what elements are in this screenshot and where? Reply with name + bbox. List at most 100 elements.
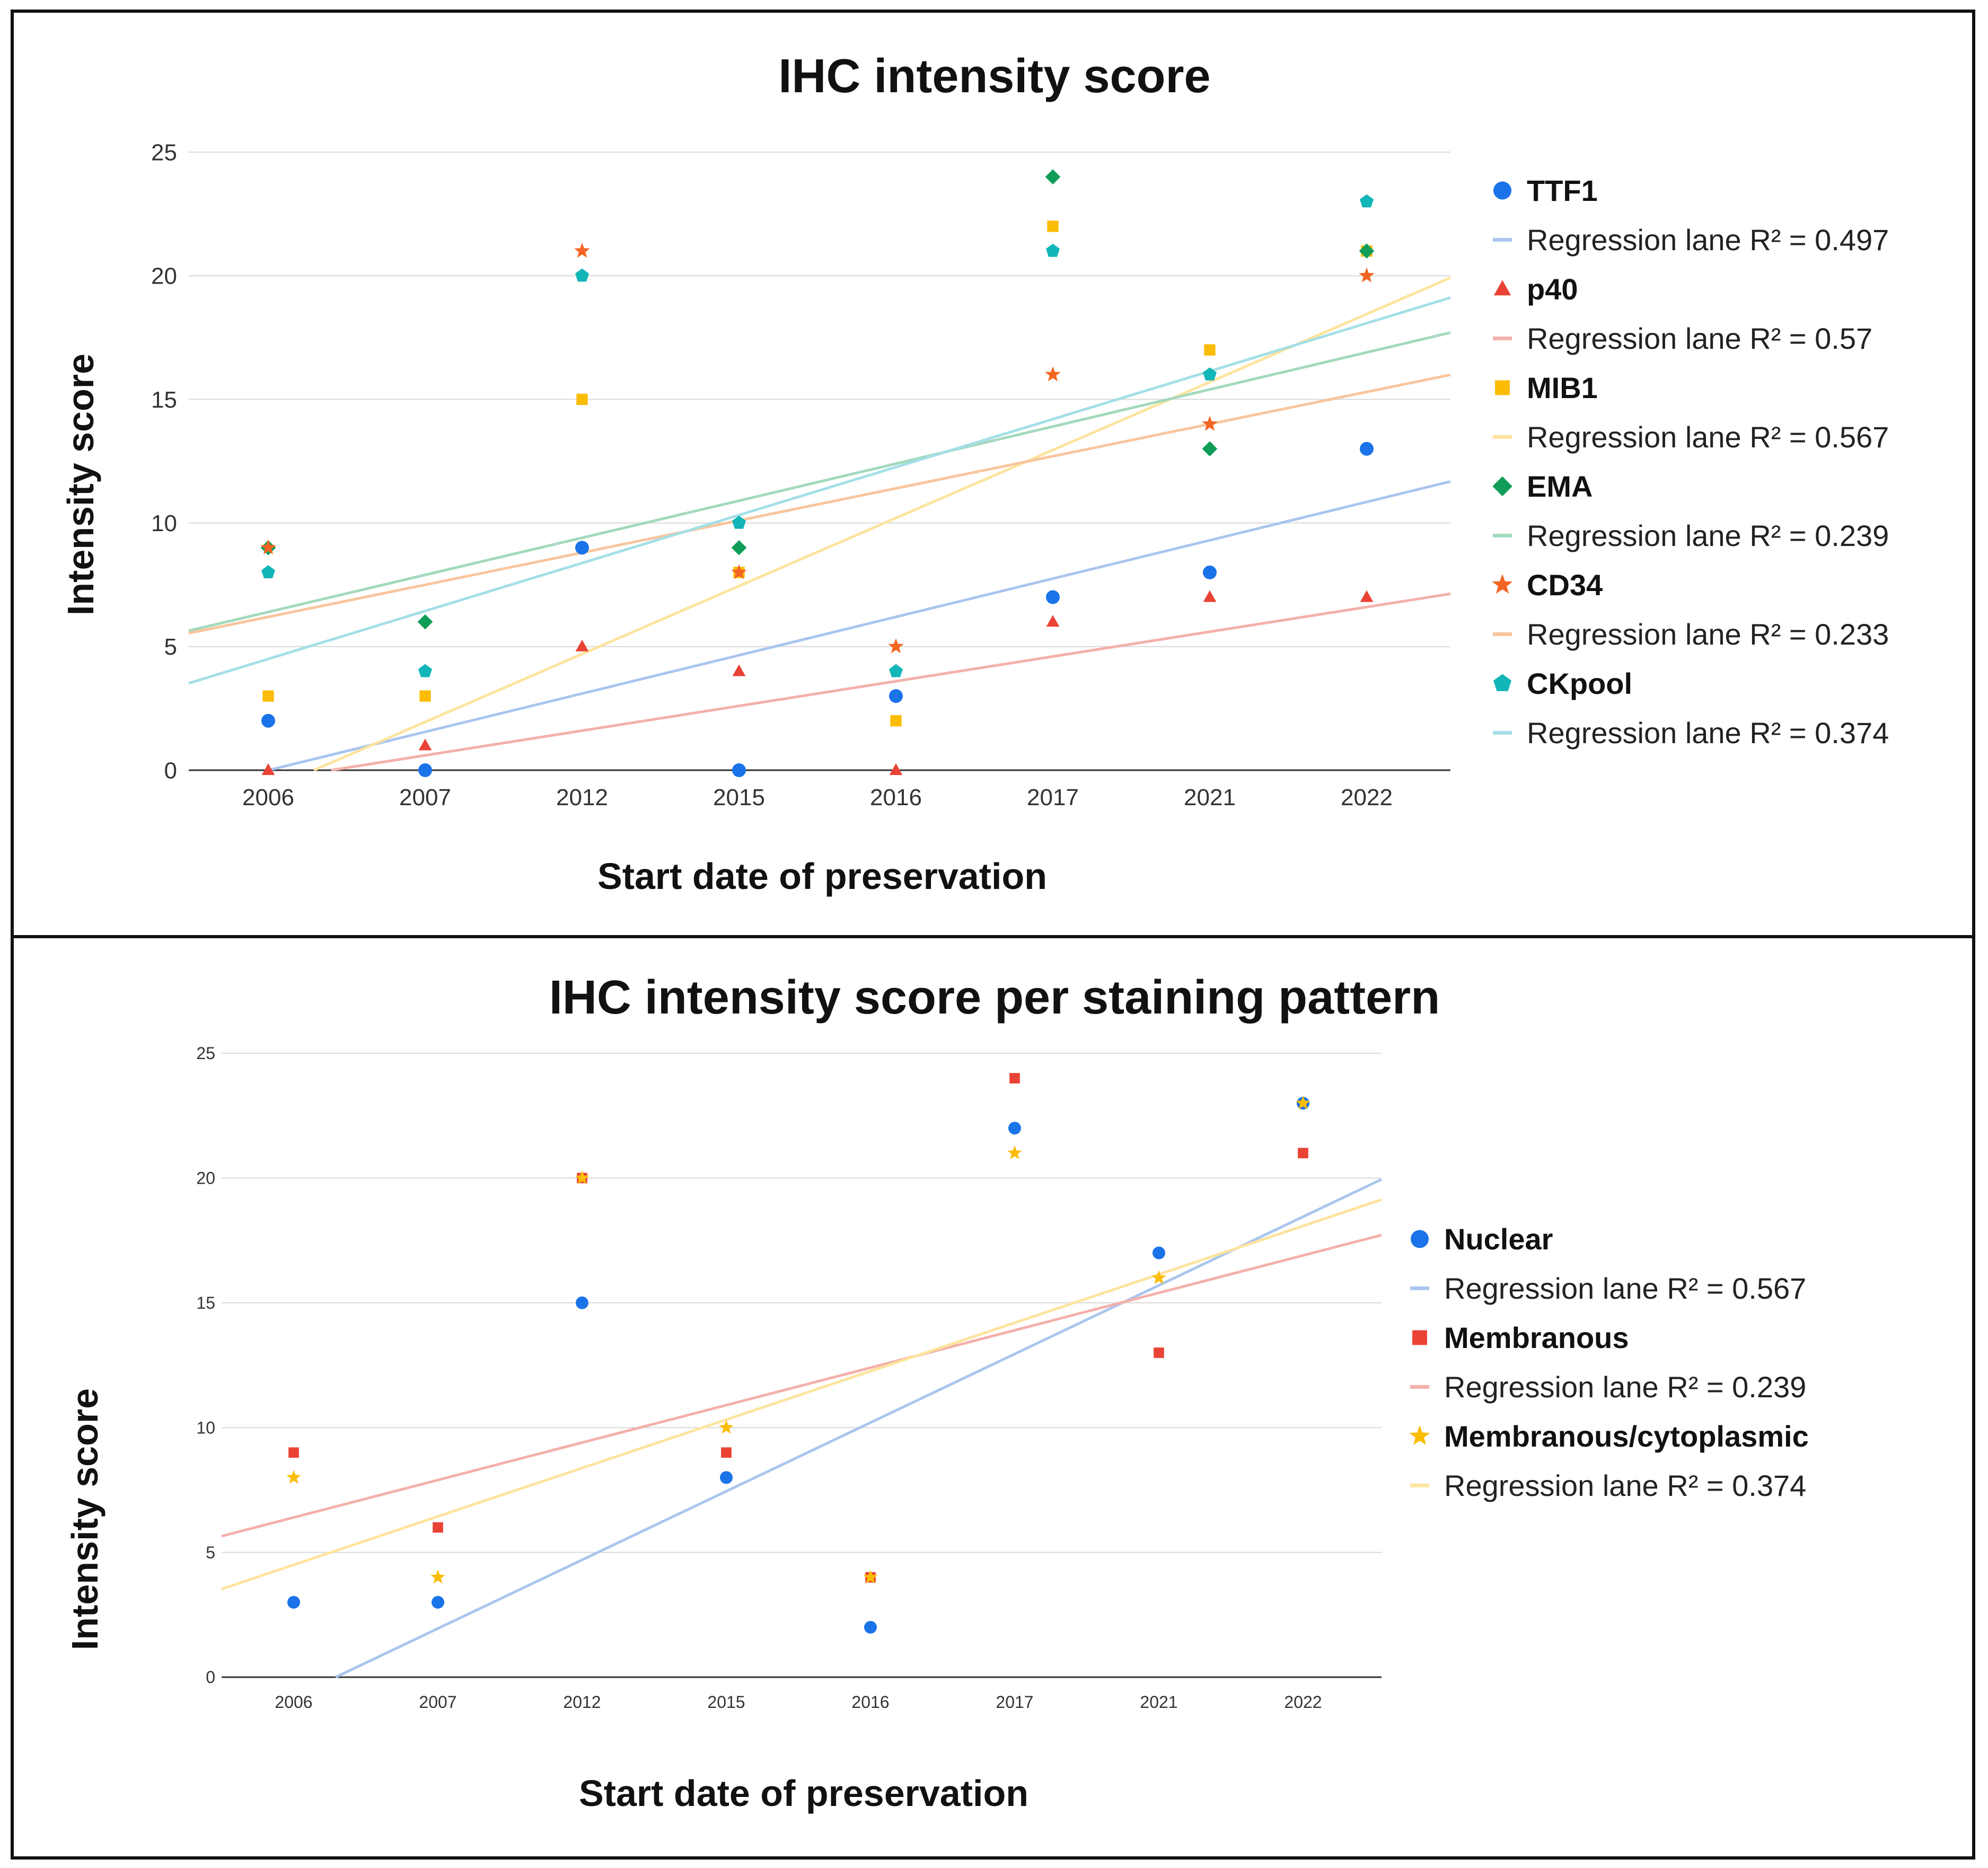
legend-label-membranous: Membranous — [1444, 1321, 1629, 1354]
chart-title: IHC intensity score per staining pattern — [549, 971, 1440, 1024]
data-points — [260, 169, 1375, 777]
legend-label-ttf1: TTF1 — [1527, 174, 1598, 207]
data-point-p40 — [418, 738, 432, 751]
legend-marker-nuclear — [1411, 1230, 1429, 1248]
data-point-cd34 — [1202, 416, 1218, 431]
data-point-p40 — [1203, 590, 1217, 602]
x-tick-label: 2007 — [419, 1693, 456, 1712]
data-point-ttf1 — [732, 763, 746, 777]
data-point-membranous — [1009, 1073, 1020, 1083]
data-point-p40 — [1046, 615, 1060, 627]
data-point-ttf1 — [1203, 565, 1217, 579]
regression-line-membranous-cytoplasmic — [221, 1198, 1382, 1591]
data-point-ema — [1359, 243, 1375, 259]
data-point-p40 — [1360, 590, 1374, 602]
y-tick-label: 10 — [196, 1418, 215, 1437]
data-point-ckpool — [418, 664, 432, 677]
data-point-membranous — [1298, 1148, 1308, 1159]
data-point-membranous — [433, 1522, 443, 1533]
data-point-membranous — [721, 1447, 732, 1458]
y-tick-label: 15 — [151, 387, 177, 413]
data-point-membranous-cytoplasmic — [430, 1570, 445, 1584]
regression-line-membranous — [221, 1233, 1382, 1538]
data-point-p40 — [575, 639, 589, 651]
legend-label-cd34: CD34 — [1527, 568, 1603, 602]
data-point-mib1 — [419, 690, 431, 702]
legend-marker-cd34 — [1492, 574, 1513, 594]
legend-marker-ttf1 — [1493, 181, 1511, 200]
legend-label-nuclear: Nuclear — [1444, 1222, 1553, 1256]
data-point-ckpool — [1203, 367, 1217, 381]
data-point-nuclear — [720, 1471, 733, 1484]
data-point-ttf1 — [575, 541, 589, 555]
x-tick-label: 2015 — [713, 785, 765, 810]
data-point-membranous-cytoplasmic — [575, 1170, 590, 1184]
data-point-ckpool — [732, 515, 746, 529]
data-point-ckpool — [889, 664, 903, 677]
axis-ticks: 0 5 10 15 20 25 2006 2007 2012 2015 2016 2017 2021 20… — [151, 139, 1393, 810]
y-tick-label: 15 — [196, 1293, 215, 1312]
data-point-cd34 — [574, 243, 590, 258]
x-tick-label: 2021 — [1140, 1693, 1177, 1712]
y-axis-title: Intensity score — [64, 1388, 105, 1650]
x-tick-label: 2012 — [556, 785, 608, 810]
chart-title: IHC intensity score — [778, 50, 1210, 103]
data-point-membranous-cytoplasmic — [1151, 1270, 1166, 1284]
data-point-membranous — [288, 1447, 299, 1458]
legend-marker-membranous-cytoplasmic — [1409, 1425, 1430, 1445]
regression-line-ema — [188, 331, 1451, 632]
legend-marker-membranous — [1412, 1330, 1427, 1345]
data-point-p40 — [732, 664, 746, 676]
legend-marker-p40 — [1493, 280, 1511, 296]
data-point-cd34 — [731, 564, 747, 579]
gridlines — [222, 1053, 1382, 1678]
data-point-membranous-cytoplasmic — [286, 1470, 301, 1484]
data-points — [286, 1073, 1310, 1634]
data-point-mib1 — [1204, 344, 1216, 356]
data-point-ckpool — [261, 565, 275, 578]
legend-trend-label-ema: Regression lane R² = 0.239 — [1527, 519, 1889, 552]
data-point-ttf1 — [418, 763, 432, 777]
data-point-nuclear — [576, 1296, 588, 1309]
data-point-ema — [1045, 169, 1061, 184]
y-axis-title: Intensity score — [60, 354, 101, 615]
x-tick-label: 2017 — [996, 1693, 1033, 1712]
legend-label-p40: p40 — [1527, 272, 1578, 306]
y-tick-label: 0 — [164, 757, 177, 783]
y-tick-label: 5 — [206, 1543, 215, 1562]
data-point-membranous-cytoplasmic — [863, 1570, 878, 1584]
data-point-ckpool — [575, 268, 589, 282]
legend-trend-label-membranous: Regression lane R² = 0.239 — [1444, 1370, 1806, 1404]
data-point-nuclear — [1153, 1246, 1165, 1259]
data-point-membranous — [1154, 1347, 1164, 1358]
regression-line-ttf1 — [268, 480, 1451, 772]
data-point-cd34 — [1359, 267, 1375, 283]
legend-trend-label-mib1: Regression lane R² = 0.567 — [1527, 420, 1889, 454]
data-point-mib1 — [576, 393, 588, 406]
legend-label-membranous-cytoplasmic: Membranous/cytoplasmic — [1444, 1420, 1809, 1453]
data-point-ckpool — [1046, 243, 1060, 257]
y-tick-label: 25 — [151, 139, 177, 165]
regression-lines — [188, 276, 1451, 772]
data-point-membranous-cytoplasmic — [1296, 1095, 1310, 1109]
regression-line-ckpool — [188, 296, 1451, 685]
x-tick-label: 2021 — [1184, 785, 1236, 810]
legend: TTF1 Regression lane R² = 0.497 p40 Regress… — [1492, 174, 1889, 750]
data-point-ema — [417, 614, 433, 630]
regression-line-p40 — [331, 592, 1451, 772]
y-tick-label: 25 — [196, 1044, 215, 1063]
legend-label-mib1: MIB1 — [1527, 371, 1598, 404]
data-point-cd34 — [1045, 366, 1061, 382]
chart-ihc-intensity-score: IHC intensity score 0 5 10 15 20 25 2006 2007 20… — [60, 50, 1889, 897]
legend-marker-mib1 — [1495, 380, 1510, 395]
legend-trend-label-cd34: Regression lane R² = 0.233 — [1527, 618, 1889, 651]
data-point-p40 — [261, 763, 275, 776]
data-point-ttf1 — [261, 713, 275, 728]
x-tick-label: 2016 — [851, 1693, 889, 1712]
y-tick-label: 5 — [164, 634, 177, 660]
legend-trend-label-ckpool: Regression lane R² = 0.374 — [1527, 716, 1889, 750]
axis-ticks: 0 5 10 15 20 25 2006 2007 2012 2015 2016 2017 2021 20… — [196, 1044, 1322, 1712]
regression-lines — [221, 1178, 1383, 1679]
data-point-mib1 — [1047, 221, 1059, 232]
regression-line-mib1 — [313, 276, 1451, 772]
